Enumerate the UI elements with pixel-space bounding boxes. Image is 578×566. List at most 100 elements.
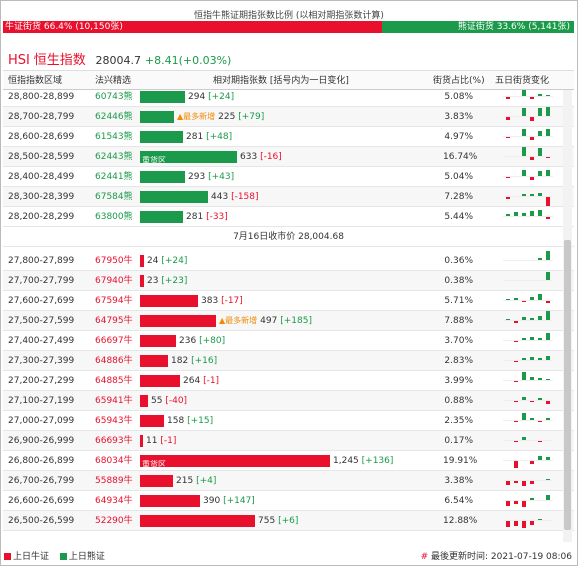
scrollbar[interactable] bbox=[563, 90, 572, 542]
sparkline-bar bbox=[522, 170, 526, 176]
warrant-code-link[interactable]: 66693牛 bbox=[95, 436, 133, 446]
volume-bar: 重货区 bbox=[140, 455, 330, 469]
relative-volume-cell: 294 [+24] bbox=[140, 90, 440, 107]
header-relative[interactable]: 相对期指张数 [括号内为一日变化] bbox=[213, 76, 349, 86]
scrollbar-thumb[interactable] bbox=[564, 240, 571, 530]
header-five-day[interactable]: 五日街货变化 bbox=[495, 76, 550, 86]
volume-value: 281 bbox=[186, 212, 204, 222]
sparkline-bar bbox=[546, 457, 550, 460]
sparkline-bar bbox=[546, 170, 550, 176]
range-cell: 27,600-27,699 bbox=[8, 296, 75, 306]
range-cell: 27,100-27,199 bbox=[8, 396, 75, 406]
sparkline-bar bbox=[530, 377, 534, 380]
sparkline-bar bbox=[530, 194, 534, 196]
volume-value: 294 bbox=[188, 92, 206, 102]
bear-legend-swatch bbox=[59, 553, 67, 560]
warrant-code-link[interactable]: 64886牛 bbox=[95, 356, 133, 366]
volume-value: 293 bbox=[188, 172, 206, 182]
sparkline-bar bbox=[522, 413, 526, 420]
warrant-code-link[interactable]: 65943牛 bbox=[95, 416, 133, 426]
range-cell: 27,300-27,399 bbox=[8, 356, 75, 366]
sparkline-bar bbox=[538, 378, 542, 380]
sparkline-baseline bbox=[503, 400, 553, 401]
volume-text: 158 [+15] bbox=[167, 411, 213, 431]
volume-value: 11 bbox=[146, 436, 158, 446]
five-day-change-cell bbox=[503, 207, 553, 227]
warrant-code-link[interactable]: 62441熊 bbox=[95, 172, 133, 182]
warrant-code-link[interactable]: 52290牛 bbox=[95, 516, 133, 526]
sparkline-bar bbox=[530, 337, 534, 340]
hash-icon: # bbox=[420, 552, 429, 562]
five-day-sparkline bbox=[503, 127, 553, 147]
five-day-change-cell bbox=[503, 431, 553, 451]
five-day-change-cell bbox=[503, 471, 553, 491]
share-cell: 3.99% bbox=[444, 376, 473, 386]
volume-text: 281 [+48] bbox=[186, 127, 232, 147]
five-day-change-cell bbox=[503, 371, 553, 391]
warrant-code-link[interactable]: 67950牛 bbox=[95, 256, 133, 266]
sparkline-bar bbox=[506, 177, 510, 178]
volume-delta: [+136] bbox=[361, 456, 394, 466]
warrant-code-link[interactable]: 60743熊 bbox=[95, 92, 133, 102]
sparkline-baseline bbox=[503, 360, 553, 361]
warrant-code-link[interactable]: 62446熊 bbox=[95, 112, 133, 122]
page-title: 恒指牛熊证期指张数比例 (以相对期指张数计算) bbox=[194, 11, 384, 21]
volume-value: 236 bbox=[179, 336, 197, 346]
sparkline-bar bbox=[546, 379, 550, 380]
close-price-divider: 7月16日收市价 28,004.68 bbox=[3, 227, 574, 247]
sparkline-bar bbox=[546, 479, 550, 480]
sparkline-bar bbox=[506, 97, 510, 99]
volume-value: 264 bbox=[183, 376, 201, 386]
share-cell: 7.28% bbox=[444, 192, 473, 202]
warrant-code-link[interactable]: 67584熊 bbox=[95, 192, 133, 202]
sparkline-bar bbox=[546, 157, 550, 158]
warrant-code-link[interactable]: 63800熊 bbox=[95, 212, 133, 222]
warrant-code-link[interactable]: 62443熊 bbox=[95, 152, 133, 162]
sparkline-baseline bbox=[503, 520, 553, 521]
relative-volume-cell: 182 [+16] bbox=[140, 351, 440, 371]
sparkline-bar bbox=[530, 137, 534, 140]
warrant-code-link[interactable]: 64885牛 bbox=[95, 376, 133, 386]
sparkline-baseline bbox=[503, 176, 553, 177]
warrant-code-link[interactable]: 68034牛 bbox=[95, 456, 133, 466]
warrant-code-link[interactable]: 67594牛 bbox=[95, 296, 133, 306]
sparkline-bar bbox=[522, 358, 526, 360]
share-cell: 2.35% bbox=[444, 416, 473, 426]
warrant-code-link[interactable]: 67940牛 bbox=[95, 276, 133, 286]
header-share[interactable]: 街货占比(%) bbox=[433, 76, 485, 86]
relative-volume-cell: 281 [+48] bbox=[140, 127, 440, 147]
header-code[interactable]: 法兴精选 bbox=[95, 76, 132, 86]
warrant-code-link[interactable]: 61543熊 bbox=[95, 132, 133, 142]
volume-delta: [+147] bbox=[223, 496, 255, 506]
sparkline-baseline bbox=[503, 116, 553, 117]
warrant-code-link[interactable]: 65941牛 bbox=[95, 396, 133, 406]
warrant-table: 28,800-28,899 60743熊 294 [+24] 5.08% 28,700-… bbox=[3, 90, 574, 542]
warrant-code-link[interactable]: 55889牛 bbox=[95, 476, 133, 486]
sparkline-bar bbox=[546, 418, 550, 420]
bull-bear-ratio-bar: 牛证街货 66.4% (10,150张) 熊证街货 33.6% (5,141张) bbox=[3, 21, 574, 33]
bull-legend-label: 上日牛证 bbox=[13, 552, 50, 562]
five-day-sparkline bbox=[503, 451, 553, 471]
share-cell: 3.38% bbox=[444, 476, 473, 486]
relative-volume-cell: 23 [+23] bbox=[140, 271, 440, 291]
sparkline-bar bbox=[506, 137, 510, 138]
sparkline-baseline bbox=[503, 500, 553, 501]
warrant-code-link[interactable]: 64934牛 bbox=[95, 496, 133, 506]
five-day-sparkline bbox=[503, 351, 553, 371]
volume-delta: [+16] bbox=[191, 356, 218, 366]
sparkline-baseline bbox=[503, 420, 553, 421]
warrant-code-link[interactable]: 66697牛 bbox=[95, 336, 133, 346]
sparkline-bar bbox=[530, 117, 534, 121]
range-cell: 28,800-28,899 bbox=[8, 92, 75, 102]
share-cell: 0.88% bbox=[444, 396, 473, 406]
sparkline-bar bbox=[514, 521, 518, 526]
sparkline-bar bbox=[530, 357, 534, 360]
relative-volume-cell: 443 [-158] bbox=[140, 187, 440, 207]
sparkline-bar bbox=[530, 211, 534, 216]
warrant-code-link[interactable]: 64795牛 bbox=[95, 316, 133, 326]
volume-bar bbox=[140, 295, 198, 307]
volume-bar bbox=[140, 315, 216, 327]
volume-bar bbox=[140, 435, 143, 447]
header-range[interactable]: 恒指指数区域 bbox=[8, 76, 63, 86]
index-name: 恒生指数 bbox=[33, 53, 86, 68]
